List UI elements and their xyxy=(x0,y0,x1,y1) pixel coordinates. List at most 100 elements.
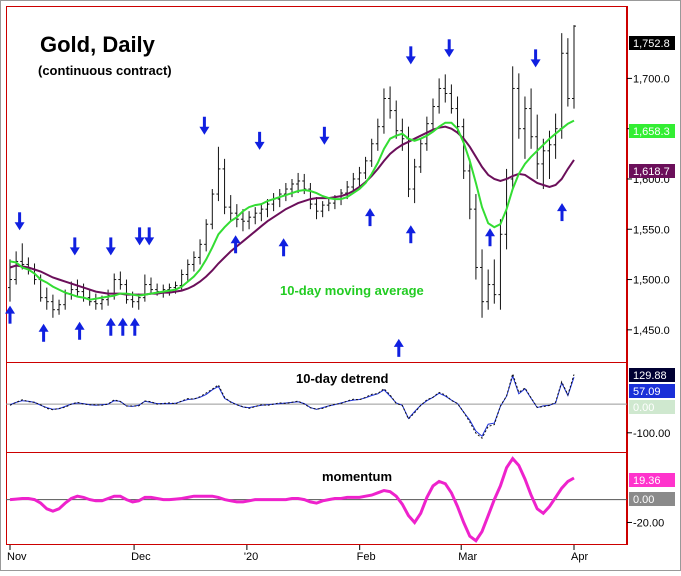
price-bar xyxy=(553,113,558,159)
price-bar xyxy=(357,166,362,188)
price-bar xyxy=(375,118,380,151)
x-tick-label: Feb xyxy=(357,551,376,563)
arrow-head xyxy=(105,317,116,326)
x-tick-label: Apr xyxy=(571,551,588,563)
arrow-head xyxy=(199,126,210,135)
plot-frame xyxy=(6,6,627,545)
price-bar xyxy=(418,138,423,173)
price-bar xyxy=(467,158,472,220)
momentum-top-value: 19.36 xyxy=(633,475,661,487)
price-bar xyxy=(480,249,485,318)
arrow-shaft xyxy=(73,237,77,249)
up-arrow xyxy=(5,305,15,324)
down-arrow xyxy=(69,237,80,256)
price-bar xyxy=(124,279,129,304)
price-bar xyxy=(118,271,123,290)
price-bar xyxy=(449,84,454,114)
arrow-head xyxy=(405,225,416,234)
up-arrow xyxy=(74,321,85,340)
price-bar xyxy=(204,219,209,252)
price-bar xyxy=(247,211,252,230)
price-tick-label: 1,700.0 xyxy=(633,73,670,85)
price-bar xyxy=(326,197,331,212)
moving-averages xyxy=(9,119,575,301)
down-arrow xyxy=(530,49,541,68)
ma-long-badge: 1,618.7 xyxy=(629,164,675,178)
arrow-head xyxy=(105,247,116,256)
arrow-head xyxy=(14,222,25,231)
price-bar xyxy=(50,294,55,318)
price-bar xyxy=(259,203,264,222)
up-arrow xyxy=(230,235,241,254)
arrow-head xyxy=(393,338,404,347)
arrow-head xyxy=(485,228,495,237)
price-tick-label: 1,550.0 xyxy=(633,224,670,236)
price-bar xyxy=(572,25,576,109)
detrend-label: 10-day detrend xyxy=(296,371,389,386)
detrend-zero-badge: 0.00 xyxy=(629,400,675,414)
arrow-head xyxy=(144,237,155,246)
up-arrow xyxy=(557,203,567,222)
arrow-head xyxy=(38,323,49,332)
price-bar xyxy=(283,182,288,202)
arrow-shaft xyxy=(409,46,413,58)
price-bar xyxy=(222,158,227,215)
price-bar xyxy=(381,88,386,134)
arrow-shaft xyxy=(121,324,125,336)
last-price-value: 1,752.8 xyxy=(633,38,670,50)
arrow-shaft xyxy=(234,242,238,254)
down-arrow xyxy=(254,131,265,150)
detrend-tick-label: -100.00 xyxy=(633,428,670,440)
ma-long-value: 1,618.7 xyxy=(633,166,670,178)
arrow-shaft xyxy=(147,227,151,239)
detrend-mid-value: 57.09 xyxy=(633,386,661,398)
price-bar xyxy=(210,189,215,230)
grid-layer xyxy=(6,403,627,501)
price-bar xyxy=(14,251,19,285)
price-bar xyxy=(498,219,503,310)
price-bar xyxy=(93,293,98,310)
price-bar xyxy=(443,74,448,103)
price-bar xyxy=(57,299,62,315)
price-bar xyxy=(234,204,239,228)
price-bar xyxy=(20,243,25,270)
price-tick-label: 1,500.0 xyxy=(633,275,670,287)
down-arrow xyxy=(134,227,145,246)
ma-long-line xyxy=(9,125,575,296)
price-bar xyxy=(369,138,374,167)
price-bar xyxy=(473,194,478,280)
down-arrow xyxy=(444,39,455,58)
arrow-shaft xyxy=(560,210,564,222)
price-bar xyxy=(437,78,442,114)
arrow-head xyxy=(5,305,15,314)
arrow-head xyxy=(405,56,416,65)
price-bar xyxy=(308,182,313,210)
arrow-head xyxy=(365,208,375,217)
up-arrow xyxy=(278,238,289,257)
arrow-shaft xyxy=(258,131,262,143)
ma10-line xyxy=(9,119,575,301)
price-bar xyxy=(363,156,368,179)
arrow-shaft xyxy=(8,312,12,324)
x-tick-label: Mar xyxy=(458,551,477,563)
arrow-shaft xyxy=(109,324,113,336)
momentum-tick-label: -20.00 xyxy=(633,517,664,529)
price-bar xyxy=(431,98,435,131)
arrow-shaft xyxy=(282,245,286,257)
up-arrow xyxy=(117,317,128,336)
arrow-head xyxy=(230,235,241,244)
arrow-head xyxy=(557,203,567,212)
detrend-top-value: 129.88 xyxy=(633,370,667,382)
price-bars xyxy=(8,25,576,318)
down-arrow xyxy=(105,237,116,256)
momentum-line xyxy=(9,456,575,543)
up-arrow xyxy=(485,228,495,247)
up-arrow xyxy=(129,317,140,336)
price-bar xyxy=(149,277,153,294)
cycle-arrows xyxy=(5,39,567,357)
arrow-shaft xyxy=(42,330,46,342)
price-bar xyxy=(44,287,49,310)
price-bar xyxy=(565,38,570,107)
arrow-shaft xyxy=(109,237,113,249)
